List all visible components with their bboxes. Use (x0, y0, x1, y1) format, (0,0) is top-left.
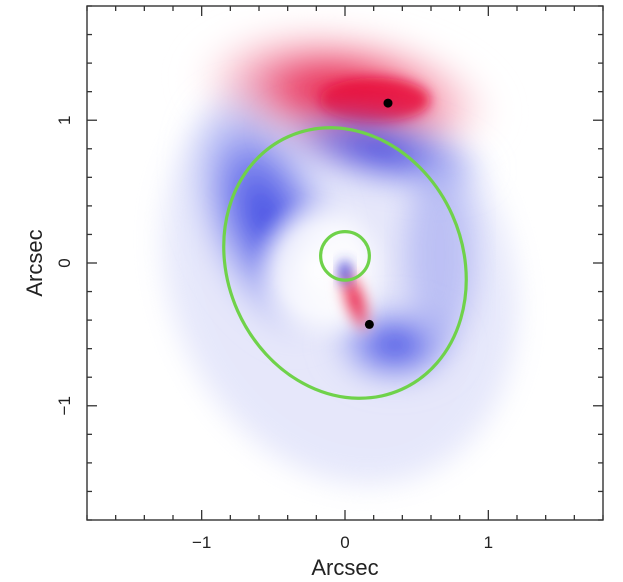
y-tick-label: 1 (55, 115, 74, 124)
x-tick-label: −1 (192, 533, 211, 552)
axis-tick-labels: −1 0 1 −1 0 1 (55, 115, 493, 552)
y-tick-label: 0 (55, 258, 74, 267)
image-bottom-point (364, 319, 374, 329)
caustic-inner-curve (319, 229, 371, 282)
y-tick-label: −1 (55, 396, 74, 415)
image-top-point (383, 98, 393, 108)
x-axis-label: Arcsec (311, 555, 378, 580)
x-tick-label: 1 (484, 533, 493, 552)
caustic-curves (222, 126, 468, 400)
x-tick-label: 0 (340, 533, 349, 552)
caustic-outer-curve (222, 126, 468, 400)
y-axis-label: Arcsec (22, 229, 47, 296)
image-points (364, 98, 393, 329)
axis-ticks (86, 5, 604, 521)
